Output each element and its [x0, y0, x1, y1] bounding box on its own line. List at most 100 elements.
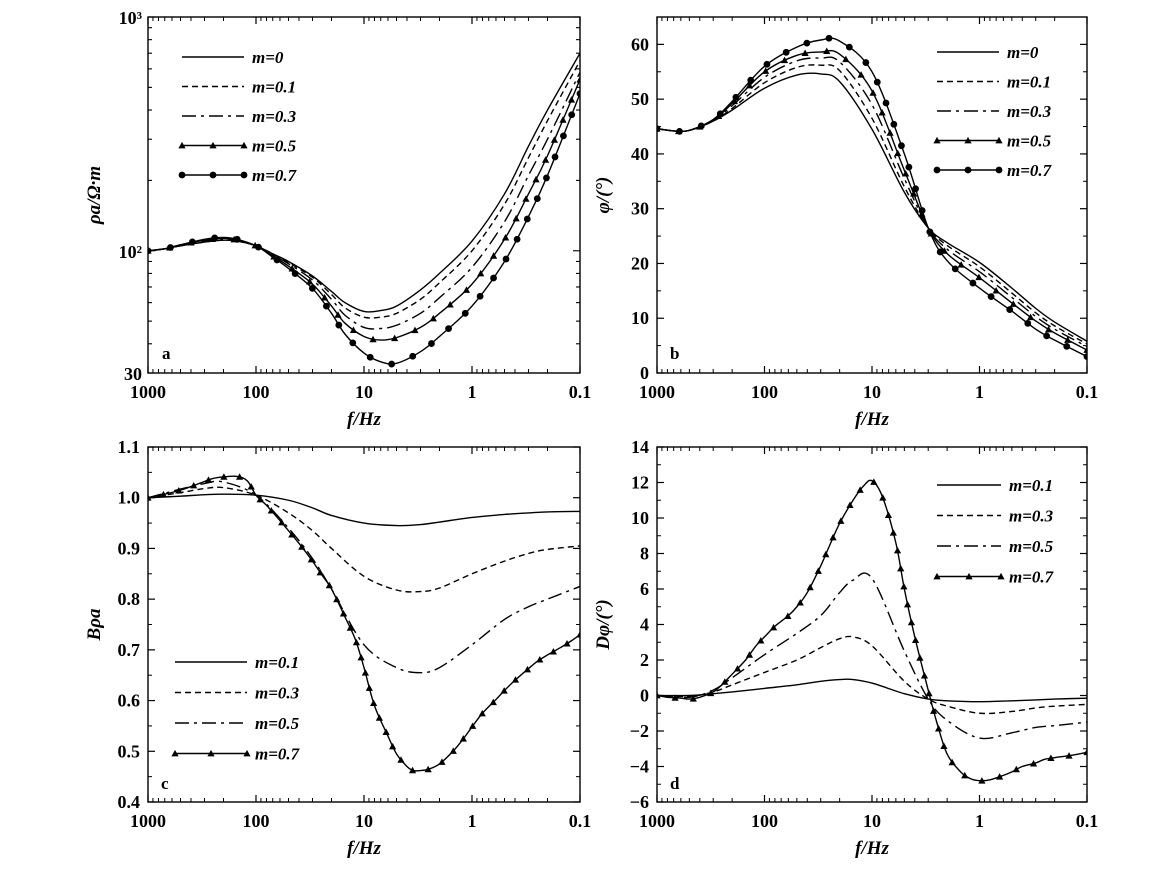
series-m-0-7-marker	[490, 274, 497, 282]
panel-letter: d	[670, 774, 680, 793]
series-group	[657, 34, 1087, 360]
series-m-0-5-marker	[869, 89, 877, 96]
series-m-0-7-marker	[996, 773, 1004, 780]
series-m-0-7-marker	[148, 247, 152, 255]
x-tick-label: 1000	[639, 382, 675, 402]
series-m-0-7-marker	[721, 678, 729, 685]
series-m-0-7-marker	[513, 235, 521, 243]
x-tick-label: 100	[751, 382, 778, 402]
x-tick-label: 0.1	[1076, 811, 1099, 831]
x-tick-label: 0.1	[569, 811, 592, 831]
legend-label: m=0.3	[255, 684, 300, 703]
series-m-0-7-marker	[424, 765, 432, 773]
series-m-0-7-marker	[533, 195, 541, 203]
x-tick-label: 10	[355, 811, 373, 831]
y-tick-label: −2	[630, 721, 649, 741]
series-line-m-0	[148, 52, 580, 313]
series-m-0-7-marker	[382, 728, 390, 736]
legend-marker	[171, 749, 179, 757]
series-m-0-7-marker	[236, 473, 244, 480]
y-tick-label: 0.8	[118, 589, 141, 609]
y-tick-label: 0.4	[118, 792, 141, 812]
series-m-0-5-marker	[878, 109, 886, 116]
series-m-0-5-marker	[369, 335, 377, 343]
y-tick-label: 0.9	[118, 538, 141, 558]
series-m-0-5-marker	[910, 190, 918, 197]
series-m-0-7-marker	[1047, 754, 1055, 762]
legend-label: m=0	[1007, 43, 1039, 62]
series-m-0-7-marker	[167, 244, 174, 251]
series-m-0-7-marker	[987, 293, 995, 301]
x-axis: 1000 100 10 1 0.1	[639, 447, 1098, 831]
series-group	[148, 473, 580, 774]
series-m-0-5-marker	[446, 300, 454, 308]
series-m-0-7-marker	[707, 689, 715, 697]
series-m-0-7-marker	[905, 163, 913, 171]
series-m-0-5-marker	[550, 136, 559, 143]
series-m-0-5-marker	[1044, 325, 1053, 333]
y-tick-label: 6	[640, 579, 649, 599]
panel-letter: b	[670, 344, 679, 363]
series-m-0-5-marker	[576, 75, 580, 83]
series-m-0-7-marker	[523, 665, 532, 673]
series-m-0-5-marker	[801, 49, 809, 57]
series-m-0-5-marker	[823, 47, 831, 55]
series-m-0-5-marker	[992, 287, 1000, 294]
series-m-0-7-marker	[1083, 353, 1087, 360]
x-axis: 1000 100 10 1 0.1	[639, 17, 1098, 402]
x-tick-label: 100	[243, 382, 270, 402]
series-m-0-7-marker	[346, 624, 354, 631]
legend-label: m=0.5	[252, 137, 297, 156]
y-axis-label: Bρa	[84, 608, 105, 641]
y-axis-label: φ/(°)	[593, 177, 614, 214]
x-axis-label: f/Hz	[347, 409, 381, 430]
series-m-0-7-marker	[233, 235, 241, 243]
series-m-0-5-marker	[1064, 336, 1072, 343]
series-m-0-7-marker	[733, 665, 742, 672]
series-m-0-7-marker	[1029, 759, 1038, 767]
legend-label: m=0.7	[1009, 568, 1055, 587]
series-m-0-7-marker	[898, 142, 905, 150]
series-m-0-7-marker	[1012, 765, 1020, 773]
series-m-0-7-marker	[918, 207, 926, 214]
legend-marker	[964, 136, 972, 144]
panel-letter: c	[161, 774, 169, 793]
series-m-0-7-marker	[549, 647, 557, 655]
series-m-0-7-marker	[657, 691, 661, 699]
series-m-0-7-marker	[890, 120, 898, 128]
series-m-0-5-marker	[975, 273, 983, 281]
y-axis: 0 10 20 30 40 50 60	[631, 34, 1087, 383]
series-m-0-7-marker	[676, 127, 683, 135]
legend-marker	[995, 136, 1003, 144]
series-line-m-0-3	[148, 71, 580, 330]
y-axis: 0.4 0.5 0.6 0.7 0.8 0.9 1.0 1.1	[118, 437, 580, 812]
series-m-0-7-marker	[1043, 332, 1051, 340]
series-m-0-7-marker	[657, 125, 661, 133]
y-tick-label: 1.1	[118, 437, 141, 457]
series-m-0-7-marker	[307, 555, 315, 563]
panel-a: 1000 100 10 1 0.1 f/Hz 30 10² 10³ ρa/Ω·m a m=0 m=0.1…	[84, 8, 591, 430]
series-m-0-7-marker	[459, 735, 467, 742]
y-tick-label: 12	[631, 473, 649, 493]
series-m-0-7-marker	[825, 34, 833, 42]
legend-label: m=0.5	[1009, 537, 1054, 556]
y-tick-label: 14	[631, 437, 649, 457]
series-m-0-5-marker	[842, 55, 850, 63]
y-axis-label: ρa/Ω·m	[84, 166, 105, 225]
series-m-0-7-marker	[323, 302, 330, 310]
series-m-0-7-marker	[278, 518, 286, 526]
legend-label: m=0.5	[255, 714, 300, 733]
series-m-0-7-marker	[903, 600, 912, 608]
series-m-0-5-marker	[490, 252, 498, 259]
legend-label: m=0.7	[255, 745, 301, 764]
series-m-0-7-marker	[339, 610, 348, 617]
series-m-0-7-marker	[551, 153, 559, 161]
series-m-0-7-marker	[211, 234, 219, 242]
series-m-0-7-marker	[408, 766, 417, 774]
series-m-0-7-marker	[916, 654, 924, 661]
series-m-0-7-marker	[907, 618, 916, 626]
y-tick-label: 30	[124, 364, 142, 384]
legend-marker	[997, 572, 1005, 580]
legend: m=0.1 m=0.3 m=0.5 m=0.7	[933, 476, 1055, 587]
x-axis-label: f/Hz	[855, 838, 889, 859]
